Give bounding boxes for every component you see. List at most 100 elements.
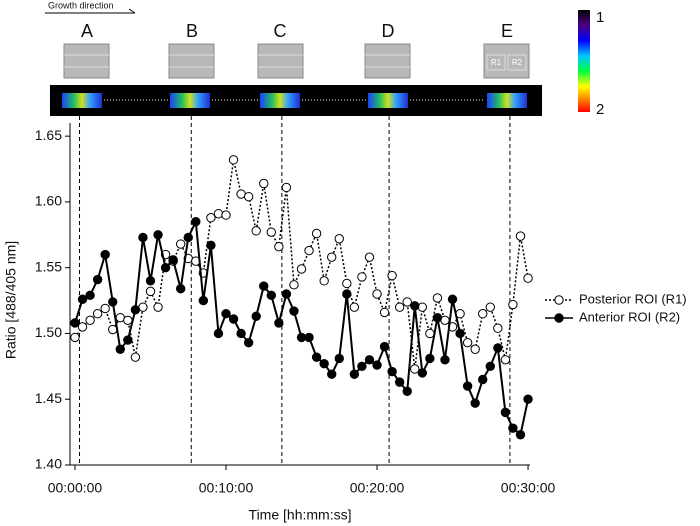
data-point	[145, 276, 156, 286]
data-point	[493, 323, 503, 333]
data-point	[266, 227, 277, 237]
data-point	[432, 312, 443, 323]
marker-label: B	[186, 21, 198, 41]
data-point	[417, 368, 428, 378]
y-tick-label: 1.40	[35, 456, 62, 472]
data-point	[515, 430, 526, 440]
data-point	[394, 377, 405, 387]
data-point	[470, 398, 480, 408]
x-tick-label: 00:20:00	[350, 480, 405, 496]
data-point	[243, 337, 254, 348]
data-point	[228, 155, 239, 165]
data-point	[455, 328, 465, 339]
data-point	[221, 309, 231, 319]
data-point	[221, 210, 231, 220]
data-point	[85, 290, 95, 301]
data-point	[402, 386, 412, 397]
data-point	[175, 284, 186, 294]
data-point	[478, 309, 488, 319]
data-point	[213, 209, 224, 219]
data-point	[372, 360, 382, 370]
data-point	[319, 359, 329, 369]
data-point	[281, 289, 292, 299]
data-point	[417, 302, 428, 312]
data-point	[440, 355, 450, 365]
data-point	[515, 231, 526, 241]
data-point	[259, 281, 269, 291]
data-point	[349, 302, 360, 312]
roi-label: R1	[491, 58, 502, 67]
y-tick-label: 1.55	[35, 258, 62, 274]
data-point	[281, 182, 292, 193]
data-point	[425, 328, 435, 339]
marker-label: D	[382, 21, 395, 41]
data-point	[493, 343, 503, 353]
marker-label: E	[501, 21, 513, 41]
data-point	[327, 252, 337, 262]
data-point	[319, 276, 329, 286]
legend-marker	[554, 313, 564, 323]
data-point	[70, 332, 80, 343]
data-point	[243, 191, 254, 202]
data-point	[145, 286, 156, 297]
data-point	[372, 289, 382, 299]
cell-images	[63, 43, 530, 79]
data-point	[138, 232, 148, 243]
data-point	[123, 315, 133, 326]
y-tick-label: 1.50	[35, 324, 62, 340]
data-point	[274, 241, 284, 252]
data-point	[357, 361, 367, 372]
data-point	[364, 355, 375, 365]
data-point	[304, 332, 314, 343]
data-point	[175, 239, 186, 249]
data-point	[379, 307, 390, 318]
colorbar	[578, 10, 590, 112]
data-point	[236, 328, 246, 339]
data-point	[485, 361, 495, 372]
data-point	[206, 240, 216, 251]
data-point	[108, 297, 118, 307]
x-axis-title: Time [hh:mm:ss]	[249, 507, 352, 523]
y-tick-label: 1.45	[35, 390, 62, 406]
data-point	[364, 252, 375, 262]
marker-label: C	[274, 21, 287, 41]
data-point	[447, 294, 458, 304]
data-point	[357, 272, 367, 282]
data-point	[228, 314, 239, 324]
data-point	[259, 178, 269, 189]
data-point	[500, 407, 511, 418]
y-tick-label: 1.65	[35, 127, 62, 143]
y-axis-title: Ratio [488/405 nm]	[3, 241, 19, 359]
data-point	[478, 374, 488, 385]
data-point	[387, 366, 397, 377]
direction-arrow	[45, 8, 136, 14]
ratio-images	[62, 93, 527, 108]
data-point	[274, 318, 284, 328]
data-point	[289, 306, 299, 316]
y-tick-label: 1.60	[35, 193, 62, 209]
data-point	[342, 278, 352, 289]
x-tick-label: 00:30:00	[501, 480, 556, 496]
data-point	[92, 309, 103, 319]
data-point	[77, 322, 88, 332]
data-point	[462, 381, 473, 391]
data-point	[311, 352, 322, 362]
data-point	[115, 344, 125, 354]
x-tick-label: 00:00:00	[48, 480, 103, 496]
series-line	[74, 217, 530, 437]
data-point	[342, 289, 352, 299]
data-point	[500, 355, 511, 365]
data-point	[289, 280, 299, 290]
colorbar-label: 2	[596, 101, 604, 118]
data-point	[206, 213, 216, 223]
legend-marker	[554, 295, 564, 305]
data-point	[327, 369, 337, 379]
legend-label: Anterior ROI (R2)	[579, 309, 680, 324]
data-point	[251, 226, 261, 236]
data-point	[198, 295, 209, 306]
direction-label: Growth direction	[48, 0, 114, 10]
data-point	[153, 302, 163, 312]
x-tick-label: 00:10:00	[199, 480, 254, 496]
data-point	[191, 216, 201, 227]
